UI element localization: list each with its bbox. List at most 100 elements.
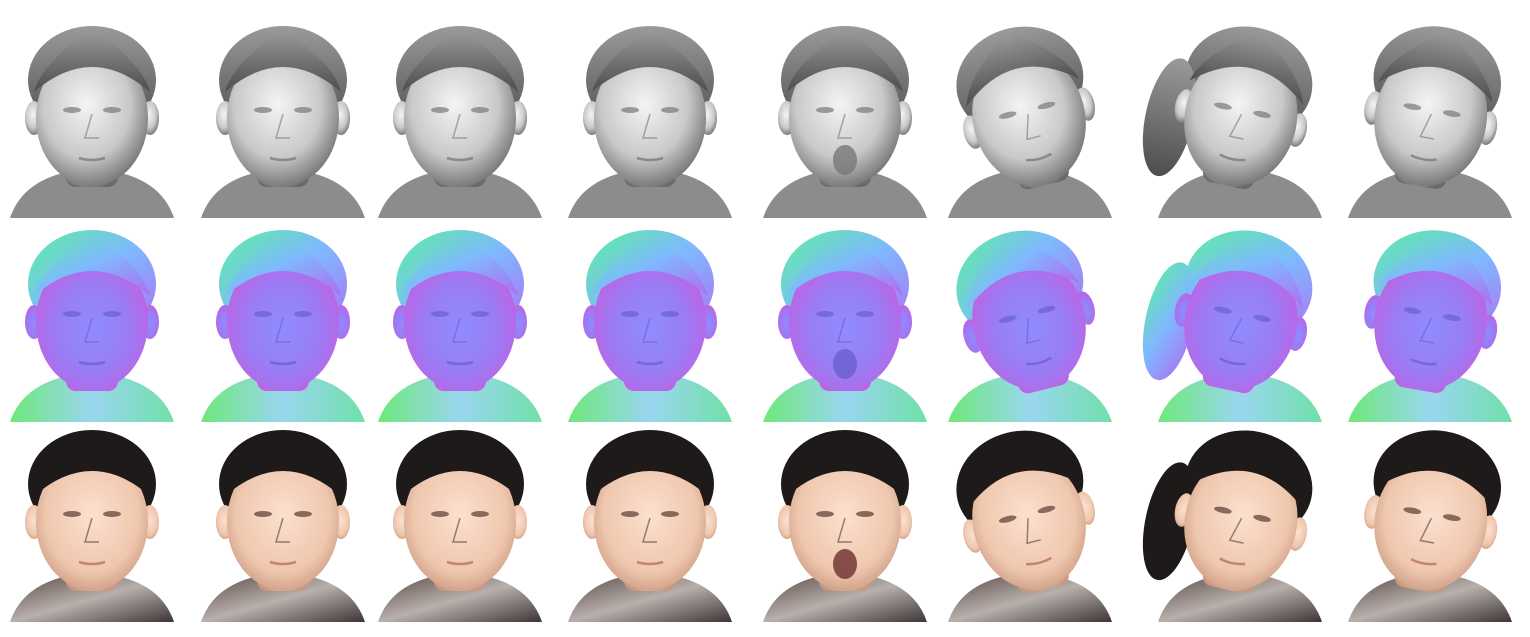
eye: [294, 107, 312, 113]
hairline: [402, 234, 518, 296]
head: [25, 430, 159, 591]
face: [948, 430, 1112, 622]
eye: [63, 311, 81, 317]
eye: [621, 511, 639, 517]
eye: [471, 107, 489, 113]
nose: [1228, 317, 1244, 344]
hairline: [592, 30, 708, 92]
eye: [1214, 306, 1232, 314]
shoulders: [201, 376, 365, 422]
face-skin: [972, 454, 1086, 590]
face-skin: [972, 50, 1086, 186]
head: [393, 26, 527, 187]
hairline: [787, 434, 903, 496]
face-skin: [36, 254, 148, 390]
shoulders: [763, 576, 927, 622]
head: [1364, 26, 1502, 189]
eye: [63, 511, 81, 517]
face-skin: [36, 50, 148, 186]
nose: [837, 517, 852, 543]
shoulders: [1158, 376, 1322, 422]
hairline: [402, 434, 518, 496]
face: [378, 430, 542, 622]
eye: [661, 511, 679, 517]
mouth: [1410, 154, 1437, 162]
hairline: [966, 32, 1080, 107]
shoulders: [763, 172, 927, 218]
mouth: [833, 145, 857, 175]
hairline: [787, 234, 903, 296]
head: [956, 26, 1095, 190]
face: [201, 26, 365, 218]
face-skin: [1374, 254, 1488, 390]
eye: [621, 107, 639, 113]
mouth: [269, 560, 297, 566]
nose: [452, 517, 467, 543]
eye: [1037, 505, 1056, 514]
ponytail: [1142, 262, 1197, 381]
eye: [856, 107, 874, 113]
nose: [1026, 518, 1041, 545]
ponytail: [1142, 462, 1197, 581]
nose: [275, 113, 290, 139]
face-skin: [594, 50, 706, 186]
nose: [1228, 517, 1244, 544]
face-skin: [404, 454, 516, 590]
shoulders: [568, 172, 732, 218]
eye: [998, 315, 1017, 323]
hairline: [1189, 436, 1303, 509]
mouth: [1410, 358, 1437, 366]
head: [583, 430, 717, 591]
mouth: [1219, 153, 1246, 162]
hairline: [1378, 235, 1493, 307]
hairline: [966, 436, 1080, 511]
head: [393, 230, 527, 391]
eye: [816, 511, 834, 517]
face: [948, 230, 1112, 422]
nose: [642, 113, 657, 139]
hairline: [787, 30, 903, 92]
shoulders: [10, 172, 174, 218]
face-skin: [404, 254, 516, 390]
eye: [1442, 514, 1461, 521]
nose: [642, 517, 657, 543]
nose: [452, 113, 467, 139]
shoulders: [568, 376, 732, 422]
face-skin: [404, 50, 516, 186]
face-skin: [594, 454, 706, 590]
hairline: [592, 234, 708, 296]
mouth: [833, 549, 857, 579]
mouth: [78, 156, 106, 162]
face: [1348, 26, 1512, 218]
nose: [275, 517, 290, 543]
mouth: [636, 360, 664, 366]
shoulders: [1348, 172, 1512, 218]
mouth: [269, 360, 297, 366]
eye: [1037, 305, 1056, 314]
head: [583, 26, 717, 187]
mouth: [269, 156, 297, 162]
face-skin: [227, 50, 339, 186]
face: [10, 230, 174, 422]
face-skin: [1184, 254, 1298, 390]
mouth: [446, 360, 474, 366]
face: [1348, 430, 1512, 622]
eye: [63, 107, 81, 113]
face: [1142, 230, 1322, 422]
nose: [1228, 113, 1244, 140]
eye: [254, 107, 272, 113]
eye: [431, 511, 449, 517]
eye: [1214, 102, 1232, 110]
hairline: [225, 234, 341, 296]
nose: [1419, 113, 1435, 140]
face-skin: [789, 254, 901, 390]
face-skin: [1184, 50, 1298, 186]
head: [216, 26, 350, 187]
nose: [1419, 317, 1435, 344]
face-skin: [1374, 50, 1488, 186]
eye: [431, 311, 449, 317]
eye: [816, 107, 834, 113]
head: [956, 230, 1095, 394]
hairline: [966, 236, 1080, 311]
mouth: [446, 156, 474, 162]
